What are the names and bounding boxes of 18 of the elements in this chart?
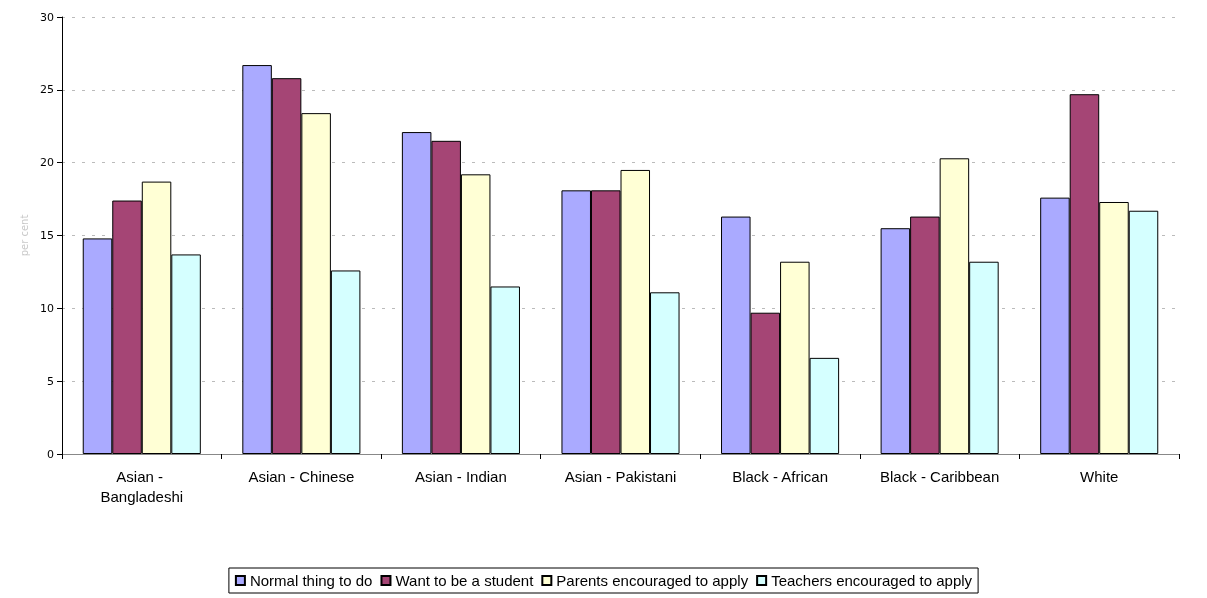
legend-label: Teachers encouraged to apply — [771, 572, 973, 589]
y-tick-label: 5 — [47, 374, 54, 388]
x-tick-label: Asian - Indian — [415, 467, 507, 485]
y-tick-label: 0 — [47, 447, 54, 461]
y-tick-label: 30 — [40, 10, 54, 24]
y-tick-label: 10 — [40, 301, 54, 315]
legend-label: Parents encouraged to apply — [556, 572, 749, 589]
x-tick-label: Black - African — [732, 467, 829, 485]
legend-label: Want to be a student — [395, 572, 535, 589]
x-tick-label: Asian - Pakistani — [564, 467, 677, 485]
y-tick-label: 25 — [40, 83, 54, 97]
x-tick-label: Black - Caribbean — [880, 467, 1000, 485]
y-tick-label: 15 — [40, 229, 54, 242]
legend-label: Normal thing to do — [249, 572, 373, 589]
x-tick-label: White — [1080, 467, 1119, 485]
x-tick-label: Asian - Chinese — [248, 467, 355, 485]
x-tick-label: Asian - Bangladeshi — [100, 467, 184, 505]
y-tick-label: 20 — [40, 156, 54, 170]
